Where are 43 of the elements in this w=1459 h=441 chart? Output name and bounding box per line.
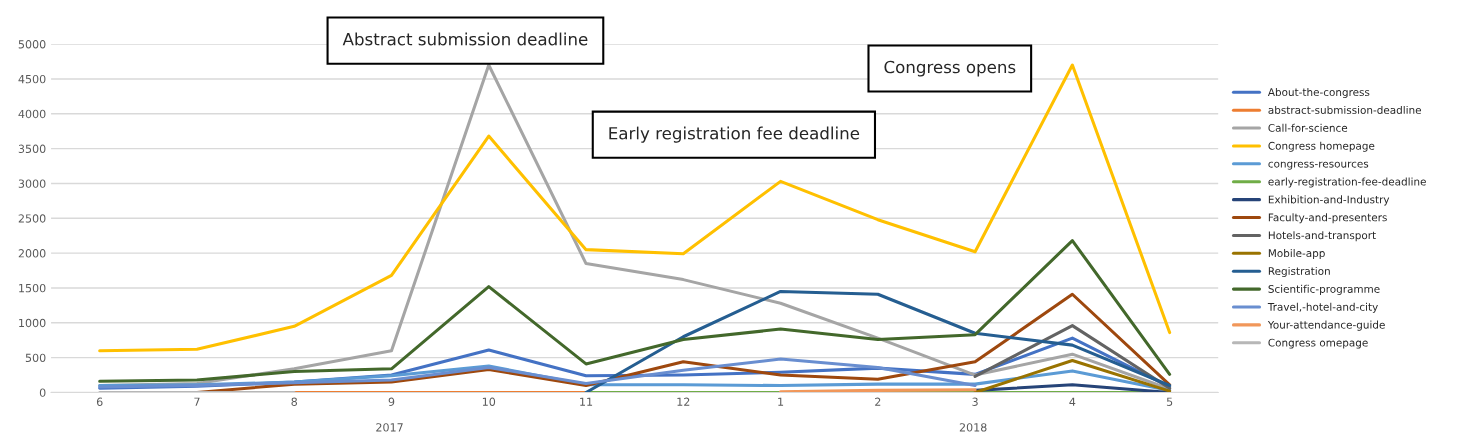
legend-label: Your-attendance-guide (1267, 320, 1385, 331)
y-tick-label: 2000 (18, 249, 46, 258)
x-tick-label: 12 (677, 397, 690, 406)
legend-label: Mobile-app (1268, 249, 1325, 260)
y-tick-label: 1500 (19, 283, 46, 293)
y-tick-label: 500 (25, 353, 46, 363)
x-tick-label: 10 (482, 397, 496, 406)
y-tick-label: 2500 (18, 214, 46, 223)
legend-label: Scientific-programme (1268, 284, 1380, 295)
legend-label: Congress homepage (1268, 141, 1375, 152)
x-tick-label: 11 (580, 397, 593, 406)
x-tick-label: 8 (291, 397, 298, 406)
y-tick-label: 1000 (19, 318, 46, 328)
y-tick-label: 3500 (18, 144, 46, 153)
legend-label: About-the-congress (1267, 88, 1370, 99)
y-tick-label: 4000 (18, 109, 46, 119)
text: 2017 (376, 423, 403, 432)
legend-label: early-registration-fee-deadline (1268, 177, 1426, 188)
annotation: Congress opens (884, 60, 1016, 77)
legend-label: Exhibition-and-Industry (1268, 195, 1390, 206)
x-tick-label: 7 (194, 397, 200, 406)
x-tick-label: 3 (972, 397, 978, 406)
x-tick-label: 6 (96, 397, 103, 406)
y-tick-label: 0 (39, 388, 46, 397)
legend-label: congress-resources (1268, 161, 1369, 170)
legend-label: Congress omepage (1268, 338, 1368, 349)
x-tick-label: 5 (1166, 397, 1173, 406)
legend-label: Faculty-and-presenters (1268, 213, 1387, 224)
annotation: Abstract submission deadline (342, 32, 588, 46)
y-tick-label: 4500 (18, 74, 46, 84)
y-tick-label: 5000 (18, 40, 46, 49)
x-tick-label: 9 (388, 397, 395, 406)
annotation: Early registration fee deadline (609, 126, 860, 143)
legend-label: Hotels-and-transport (1268, 231, 1376, 242)
x-tick-label: 4 (1069, 397, 1076, 406)
legend-label: Call-for-science (1268, 123, 1348, 132)
x-tick-label: 1 (778, 397, 784, 406)
legend-label: Travel,-hotel-and-city (1267, 302, 1378, 313)
y-tick-label: 3000 (18, 179, 46, 188)
x-tick-label: 2 (875, 397, 881, 406)
text: 2018 (959, 423, 987, 432)
legend-label: Registration (1268, 266, 1330, 278)
legend-label: abstract-submission-deadline (1268, 105, 1422, 114)
